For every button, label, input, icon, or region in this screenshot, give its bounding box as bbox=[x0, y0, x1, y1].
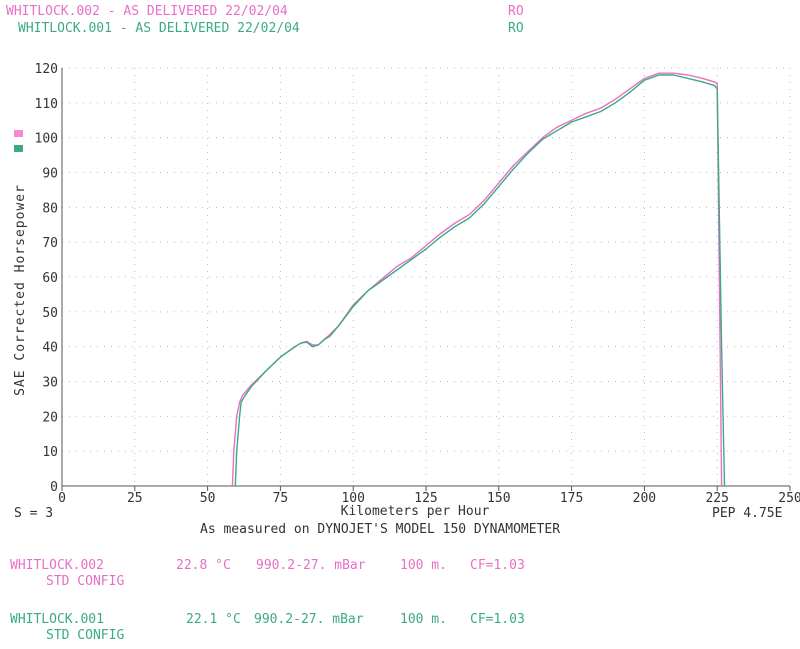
x-tick-label: 75 bbox=[273, 491, 289, 506]
pep-version: PEP 4.75E bbox=[712, 506, 783, 521]
y-tick-label: 10 bbox=[42, 445, 58, 460]
legend-swatch-run2 bbox=[14, 130, 23, 137]
y-axis-label: SAE Corrected Horsepower bbox=[13, 184, 28, 396]
chart-axes bbox=[61, 68, 791, 491]
run-temp: 22.8 °C bbox=[176, 558, 231, 573]
x-tick-label: 125 bbox=[414, 491, 437, 506]
run1-header-label: WHITLOCK.001 - AS DELIVERED 22/02/04 bbox=[18, 21, 300, 36]
chart-grid bbox=[62, 67, 791, 486]
run-config: STD CONFIG bbox=[46, 574, 125, 589]
run-config: STD CONFIG bbox=[46, 628, 125, 643]
series-line-2 bbox=[234, 74, 726, 487]
x-tick-label: 250 bbox=[778, 491, 800, 506]
smoothing-label: S = 3 bbox=[14, 506, 54, 521]
x-tick-label: 50 bbox=[200, 491, 216, 506]
x-tick-label: 100 bbox=[341, 491, 364, 506]
y-tick-label: 70 bbox=[42, 236, 58, 251]
x-tick-label: 200 bbox=[633, 491, 656, 506]
y-tick-label: 40 bbox=[42, 341, 58, 356]
run-name: WHITLOCK.001 bbox=[10, 612, 104, 627]
y-tick-label: 30 bbox=[42, 376, 58, 391]
y-tick-label: 120 bbox=[35, 62, 58, 77]
run2-header-label: WHITLOCK.002 - AS DELIVERED 22/02/04 bbox=[6, 4, 288, 19]
series-lines bbox=[231, 72, 726, 487]
y-tick-label: 20 bbox=[42, 410, 58, 425]
x-tick-label: 175 bbox=[560, 491, 583, 506]
x-tick-labels: 0 25 50 75 100 125 150 175 200 225 250 bbox=[58, 491, 800, 506]
y-tick-label: 100 bbox=[35, 132, 58, 147]
run-cf: CF=1.03 bbox=[470, 612, 525, 627]
x-tick-label: 0 bbox=[58, 491, 66, 506]
x-axis-label: Kilometers per Hour bbox=[341, 504, 490, 519]
run-altitude: 100 m. bbox=[400, 612, 447, 627]
y-tick-label: 110 bbox=[35, 97, 58, 112]
chart-subtitle: As measured on DYNOJET'S MODEL 150 DYNAM… bbox=[200, 522, 561, 537]
legend-swatch-run1 bbox=[14, 145, 23, 152]
y-tick-label: 60 bbox=[42, 271, 58, 286]
run-pressure: 990.2-27. mBar bbox=[254, 612, 364, 627]
y-tick-label: 80 bbox=[42, 201, 58, 216]
series-line-1 bbox=[231, 72, 723, 487]
run2-header-code: RO bbox=[508, 4, 524, 19]
x-tick-label: 225 bbox=[705, 491, 728, 506]
y-tick-label: 50 bbox=[42, 306, 58, 321]
y-tick-label: 90 bbox=[42, 167, 58, 182]
run-temp: 22.1 °C bbox=[186, 612, 241, 627]
x-tick-label: 150 bbox=[487, 491, 510, 506]
run-altitude: 100 m. bbox=[400, 558, 447, 573]
run-name: WHITLOCK.002 bbox=[10, 558, 104, 573]
y-tick-label: 0 bbox=[50, 480, 58, 495]
run-pressure: 990.2-27. mBar bbox=[256, 558, 366, 573]
run1-header-code: RO bbox=[508, 21, 524, 36]
x-tick-label: 25 bbox=[127, 491, 143, 506]
run-cf: CF=1.03 bbox=[470, 558, 525, 573]
y-tick-labels: 0 10 20 30 40 50 60 70 80 90 100 110 120 bbox=[35, 62, 58, 495]
